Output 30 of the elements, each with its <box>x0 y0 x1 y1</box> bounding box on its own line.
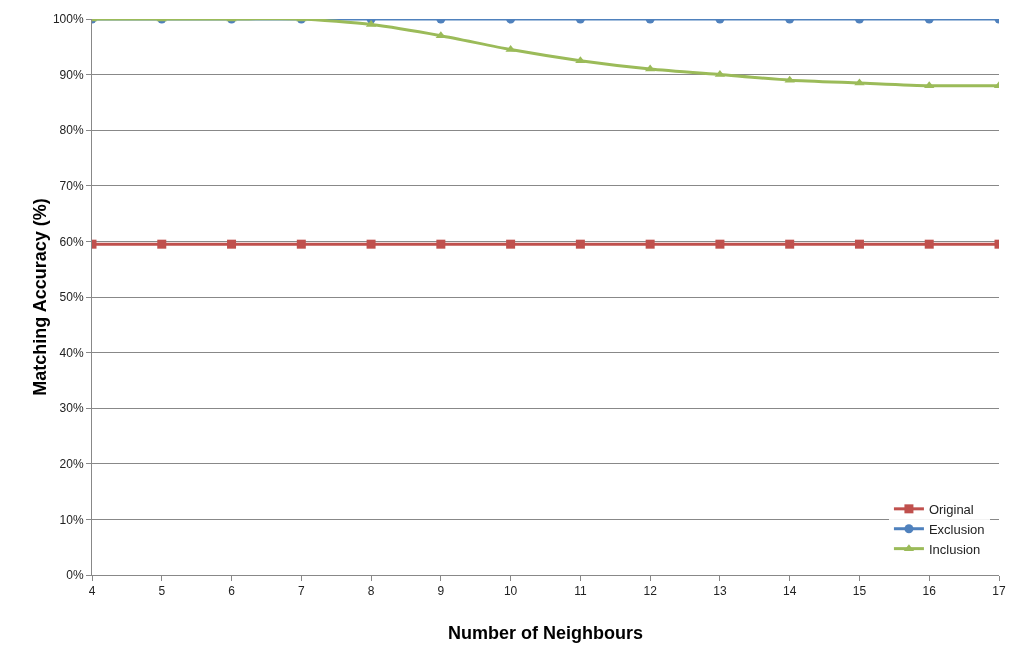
legend-label: Exclusion <box>928 521 985 537</box>
x-tick-label: 17 <box>992 584 1006 599</box>
y-tick-label: 60% <box>59 234 84 249</box>
x-tick-label: 15 <box>852 584 867 599</box>
legend-label: Original <box>928 501 974 517</box>
x-tick-label: 8 <box>367 584 375 599</box>
y-tick-label: 50% <box>59 290 84 305</box>
y-tick-label: 30% <box>59 401 84 416</box>
y-axis-title: Matching Accuracy (%) <box>30 198 50 396</box>
y-tick-label: 90% <box>59 67 84 82</box>
y-tick-label: 70% <box>59 179 84 193</box>
y-tick-label: 40% <box>59 345 84 360</box>
x-tick-label: 13 <box>713 584 727 599</box>
x-tick-label: 16 <box>922 584 937 599</box>
x-tick-label: 10 <box>503 584 518 599</box>
y-tick-label: 20% <box>59 457 84 471</box>
y-tick-label: 10% <box>59 512 84 527</box>
y-tick-label: 0% <box>66 568 84 583</box>
y-tick-label: 80% <box>59 123 84 138</box>
legend-label: Inclusion <box>928 541 981 557</box>
x-tick-label: 12 <box>643 584 658 599</box>
x-tick-label: 4 <box>88 584 96 599</box>
x-tick-label: 11 <box>574 584 587 599</box>
x-tick-label: 7 <box>297 584 305 599</box>
x-tick-label: 9 <box>437 584 445 599</box>
x-tick-label: 5 <box>158 584 166 599</box>
y-tick-label: 100% <box>52 12 84 27</box>
x-axis-title: Number of Neighbours <box>447 623 644 643</box>
x-tick-label: 14 <box>783 584 797 599</box>
x-tick-label: 6 <box>228 584 236 599</box>
